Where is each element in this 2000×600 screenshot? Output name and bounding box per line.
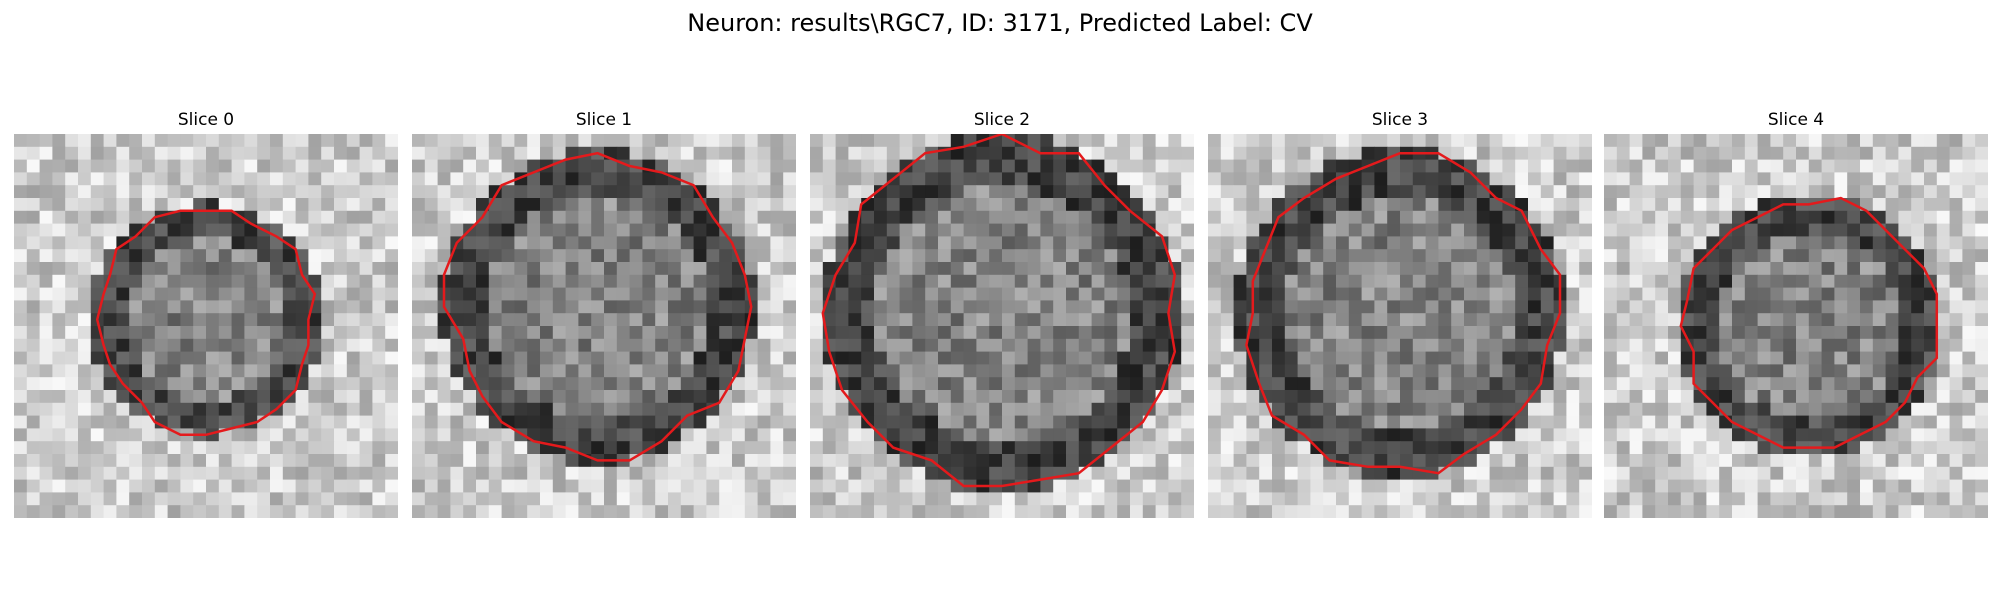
- cell-contour-3: [1245, 151, 1562, 475]
- slice-image-0: [14, 134, 398, 518]
- cell-contour-4: [1679, 196, 1939, 449]
- slice-image-1: [412, 134, 796, 518]
- pixel-grid-2: [810, 134, 1194, 518]
- slice-panel-1: Slice 1: [412, 108, 796, 518]
- slice-title-3: Slice 3: [1371, 110, 1429, 130]
- slice-image-4: [1604, 134, 1988, 518]
- cell-contour-1: [442, 151, 753, 462]
- slice-image-3: [1208, 134, 1592, 518]
- slice-panel-0: Slice 0: [14, 108, 398, 518]
- slice-title-2: Slice 2: [973, 110, 1031, 130]
- figure-title: Neuron: results\RGC7, ID: 3171, Predicte…: [687, 9, 1313, 37]
- cell-contour-2: [821, 134, 1177, 488]
- slice-panel-3: Slice 3: [1208, 108, 1592, 518]
- pixel-grid-0: [14, 134, 398, 518]
- slice-panel-4: Slice 4: [1604, 108, 1988, 518]
- pixel-grid-3: [1208, 134, 1592, 518]
- pixel-grid-1: [412, 134, 796, 518]
- slice-title-1: Slice 1: [575, 110, 633, 130]
- cell-contour-0: [95, 209, 317, 437]
- pixel-grid-4: [1604, 134, 1988, 518]
- slice-title-0: Slice 0: [177, 110, 235, 130]
- slice-title-4: Slice 4: [1767, 110, 1825, 130]
- slice-panel-2: Slice 2: [810, 108, 1194, 518]
- slice-image-2: [810, 134, 1194, 518]
